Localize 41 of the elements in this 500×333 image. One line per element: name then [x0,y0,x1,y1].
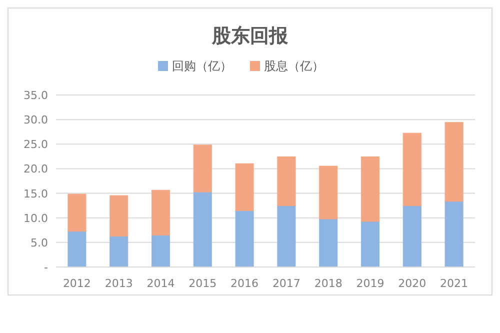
bar [110,195,128,237]
y-tick-label: 20.0 [24,162,48,176]
x-tick-label: 2018 [314,277,342,290]
legend-label: 股息（亿） [264,59,324,73]
x-tick-label: 2015 [188,277,217,290]
bar [235,210,254,268]
x-tick-label: 2017 [272,277,300,290]
x-tick-label: 2012 [62,277,91,290]
x-tick-label: 2013 [104,277,133,290]
y-tick-label: 30.0 [24,114,48,127]
y-tick-label: 5.0 [30,236,48,250]
bar [68,230,86,268]
x-tick-label: 2020 [398,277,426,290]
x-tick-label: 2019 [356,277,384,290]
bar [444,200,464,268]
bar [151,234,170,268]
y-tick-label: - [44,261,48,274]
x-tick-label: 2016 [230,277,259,290]
bar [277,156,296,206]
bar [402,205,422,268]
bar [68,194,86,232]
y-tick-label: 15.0 [24,187,48,200]
bar [193,144,212,192]
bar [110,236,128,268]
y-tick-label: 25.0 [24,138,48,152]
bar [235,163,254,211]
bar [319,218,338,268]
bar [277,205,296,268]
legend-label: 回购（亿） [172,59,232,73]
bar [402,132,422,206]
x-tick-label: 2021 [440,277,468,290]
bar [151,190,170,236]
bar [319,166,338,220]
bar [444,122,464,202]
bar [360,220,380,268]
bar [193,191,212,268]
y-tick-label: 10.0 [24,212,48,225]
chart-title: 股东回报 [211,25,289,47]
x-tick-label: 2014 [146,277,175,290]
y-tick-label: 35.0 [24,89,48,102]
bar [360,156,380,222]
